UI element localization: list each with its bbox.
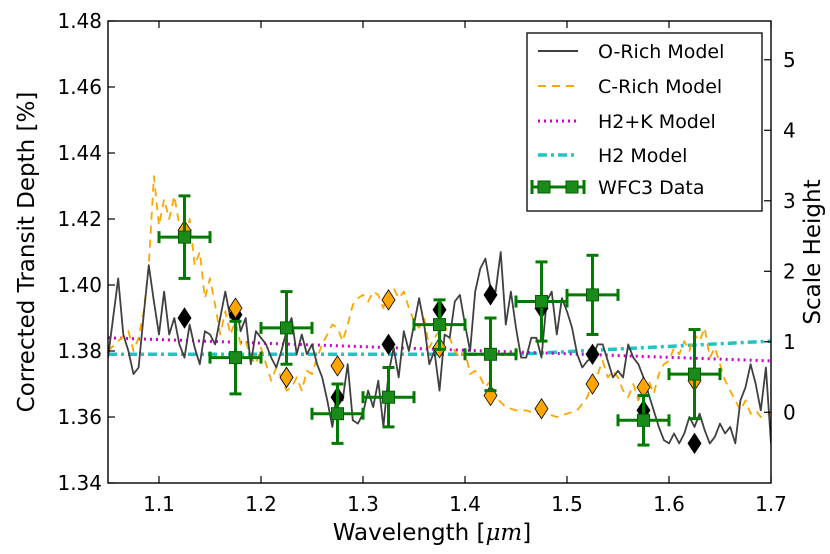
legend-h2-label: H2 Model — [598, 145, 687, 167]
o-rich-binned-point — [381, 333, 396, 356]
y2-tick-label: 2 — [783, 259, 796, 283]
y2-tick-label: 5 — [783, 48, 796, 72]
wfc3-data-point — [259, 290, 314, 366]
x-axis-label: Wavelength [μm] — [333, 520, 531, 546]
o-rich-binned-point — [687, 432, 702, 455]
axes-group: 1.1 1.2 1.3 1.4 1.5 1.6 1.7 1.34 1.36 1.38 1.40 1.4… — [57, 9, 795, 516]
wfc3-data-point — [412, 298, 467, 351]
legend-data-swatch — [530, 180, 586, 194]
y-tick-label: 1.40 — [57, 273, 102, 297]
y2-tick-label: 1 — [783, 330, 796, 354]
c-rich-binned-point — [534, 398, 549, 420]
series-line-c-rich-model — [108, 175, 771, 418]
y2-axis-label: Scale Height — [800, 179, 826, 324]
y-tick-label: 1.44 — [57, 141, 102, 165]
c-rich-binned-point — [381, 289, 396, 311]
o-rich-binned-point — [585, 343, 600, 366]
y-tick-label: 1.46 — [57, 75, 102, 99]
o-rich-binned-point — [483, 284, 498, 306]
wfc3-data-point — [565, 253, 620, 336]
wfc3-data-point — [208, 319, 263, 396]
y2-tick-label: 4 — [783, 118, 796, 142]
x-tick-label: 1.6 — [653, 492, 685, 516]
wfc3-data-point — [463, 316, 518, 393]
legend: O-Rich Model C-Rich Model H2+K Model H2 … — [526, 32, 763, 212]
wfc3-data-point — [157, 194, 212, 280]
wfc3-data-point — [310, 382, 365, 445]
c-rich-binned-point — [279, 366, 294, 389]
y-tick-label: 1.38 — [57, 339, 102, 363]
legend-c-rich-label: C-Rich Model — [598, 76, 722, 98]
legend-data-label: WFC3 Data — [598, 177, 704, 199]
c-rich-binned-point — [330, 355, 345, 377]
y-tick-label: 1.36 — [57, 405, 102, 429]
x-tick-label: 1.4 — [449, 492, 481, 516]
x-tick-label: 1.7 — [755, 492, 787, 516]
x-tick-label: 1.2 — [245, 492, 277, 516]
x-tick-label: 1.3 — [347, 492, 379, 516]
x-tick-label: 1.5 — [551, 492, 583, 516]
wfc3-data-point — [667, 328, 722, 421]
wfc3-data-point — [361, 366, 416, 429]
y2-tick-label: 0 — [783, 400, 796, 424]
series-line-o-rich-model — [108, 251, 771, 445]
markers-group — [157, 194, 722, 455]
plot-frame — [107, 20, 772, 484]
x-tick-label: 1.1 — [143, 492, 175, 516]
c-rich-binned-point — [585, 373, 600, 395]
legend-o-rich-label: O-Rich Model — [598, 41, 724, 63]
y-tick-label: 1.34 — [57, 471, 102, 495]
o-rich-binned-point — [177, 307, 192, 329]
y-tick-label: 1.42 — [57, 207, 102, 231]
legend-h2k-label: H2+K Model — [598, 111, 716, 133]
y-tick-label: 1.48 — [57, 9, 102, 33]
c-rich-binned-point — [228, 297, 243, 319]
y-axis-label: Corrected Transit Depth [%] — [14, 92, 40, 413]
y2-tick-label: 3 — [783, 189, 796, 213]
wfc3-data-point — [616, 394, 671, 447]
wfc3-data-point — [514, 260, 569, 343]
